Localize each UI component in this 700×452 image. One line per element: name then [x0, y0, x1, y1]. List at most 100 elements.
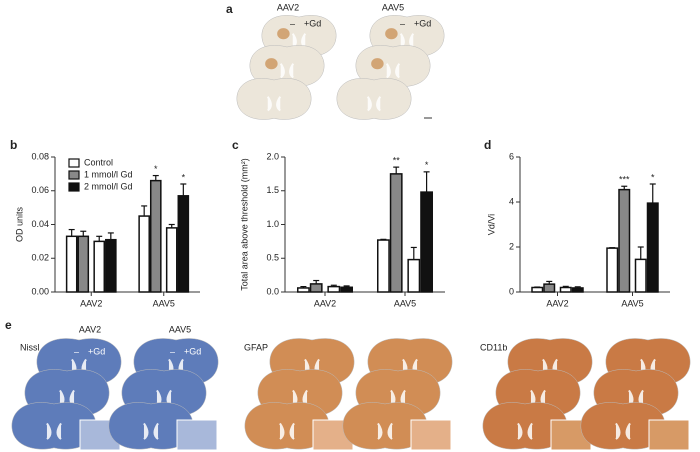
- bar: [634, 258, 647, 293]
- brain-slice: [342, 402, 428, 450]
- group-label: AAV2: [79, 324, 101, 334]
- y-axis-label: Vd/Vi: [486, 214, 496, 235]
- y-axis-label: OD units: [14, 206, 24, 242]
- y-tick-label: 0.08: [31, 151, 49, 161]
- brain-slice: [244, 402, 330, 450]
- panel-label: b: [10, 138, 17, 152]
- bar: [165, 227, 178, 293]
- brain-slice: [11, 402, 97, 450]
- y-tick-label: 2.0: [266, 151, 279, 161]
- bar: [646, 202, 659, 293]
- y-tick-label: 0.04: [31, 219, 49, 229]
- bar: [65, 235, 78, 293]
- group-label: AAV5: [169, 324, 191, 334]
- bar: [340, 286, 354, 293]
- hemisphere-label: +Gd: [184, 346, 201, 356]
- hemisphere-label: –: [290, 18, 295, 28]
- bar: [297, 287, 310, 293]
- ventricle: [279, 422, 295, 440]
- bar: [105, 238, 117, 293]
- injection-site: [371, 58, 384, 70]
- y-tick-label: 2: [509, 241, 514, 251]
- bar: [543, 283, 556, 293]
- legend-swatch: [68, 158, 80, 168]
- x-tick-label: AAV5: [621, 298, 643, 308]
- x-tick-label: AAV2: [314, 298, 336, 308]
- y-tick-label: 0.0: [266, 286, 279, 296]
- brain-slice: [336, 78, 412, 120]
- bar: [149, 179, 162, 293]
- hemisphere-label: –: [170, 346, 175, 356]
- y-tick-label: 1.5: [266, 185, 279, 195]
- brain-slice: [236, 78, 312, 120]
- stain-label: GFAP: [244, 342, 268, 352]
- ventricle: [366, 96, 382, 112]
- x-tick-label: AAV5: [394, 298, 416, 308]
- brain-slice: [580, 402, 666, 450]
- bar: [377, 239, 390, 293]
- hemisphere-label: –: [400, 18, 405, 28]
- legend-swatch: [68, 170, 80, 180]
- bar: [93, 240, 106, 293]
- injection-site: [385, 28, 398, 40]
- bar: [571, 287, 584, 293]
- significance: *: [154, 164, 158, 174]
- significance: *: [651, 172, 655, 182]
- legend-label: 2 mmol/l Gd: [84, 181, 133, 191]
- ventricle: [143, 422, 159, 440]
- bar: [309, 283, 323, 293]
- group-label: AAV2: [277, 2, 299, 12]
- bar: [618, 188, 631, 293]
- bar: [606, 247, 619, 293]
- x-tick-label: AAV5: [153, 298, 175, 308]
- x-tick-label: AAV2: [546, 298, 568, 308]
- y-tick-label: 0.00: [31, 286, 49, 296]
- panel-label: e: [5, 318, 12, 332]
- hemisphere-label: +Gd: [304, 18, 321, 28]
- y-tick-label: 4: [509, 196, 514, 206]
- y-tick-label: 0: [509, 286, 514, 296]
- bar: [177, 195, 190, 293]
- bar: [531, 286, 544, 293]
- bar: [407, 258, 421, 293]
- legend-swatch: [68, 182, 80, 192]
- hemisphere-label: –: [74, 346, 79, 356]
- ventricle: [385, 63, 401, 79]
- y-tick-label: 0.02: [31, 253, 49, 263]
- inset: [648, 419, 690, 451]
- group-label: AAV5: [382, 2, 404, 12]
- bar: [327, 285, 341, 293]
- injection-site: [277, 28, 290, 40]
- brain-slice: [482, 402, 568, 450]
- bar: [420, 191, 434, 293]
- y-tick-label: 6: [509, 151, 514, 161]
- legend-label: 1 mmol/l Gd: [84, 169, 133, 179]
- panel-label: d: [484, 138, 491, 152]
- ventricle: [615, 422, 631, 440]
- ventricle: [46, 422, 62, 440]
- bar: [389, 173, 403, 293]
- bar: [138, 215, 150, 293]
- inset: [176, 419, 218, 451]
- y-tick-label: 0.06: [31, 185, 49, 195]
- x-tick-label: AAV2: [80, 298, 102, 308]
- bar: [77, 235, 90, 293]
- y-tick-label: 1.0: [266, 219, 279, 229]
- ventricle: [377, 422, 393, 440]
- bar: [559, 286, 572, 293]
- significance: *: [425, 160, 429, 170]
- ventricle: [279, 63, 295, 79]
- significance: *: [182, 172, 186, 182]
- significance: **: [393, 156, 401, 166]
- inset: [410, 419, 452, 451]
- significance: ***: [619, 175, 630, 185]
- ventricle: [266, 96, 282, 112]
- hemisphere-label: +Gd: [88, 346, 105, 356]
- legend-label: Control: [84, 157, 113, 167]
- panel-label: a: [226, 2, 233, 16]
- y-tick-label: 0.5: [266, 253, 279, 263]
- panel-label: c: [232, 138, 239, 152]
- stain-label: CD11b: [480, 342, 507, 352]
- y-axis-label: Total area above threshold (mm²): [239, 158, 249, 291]
